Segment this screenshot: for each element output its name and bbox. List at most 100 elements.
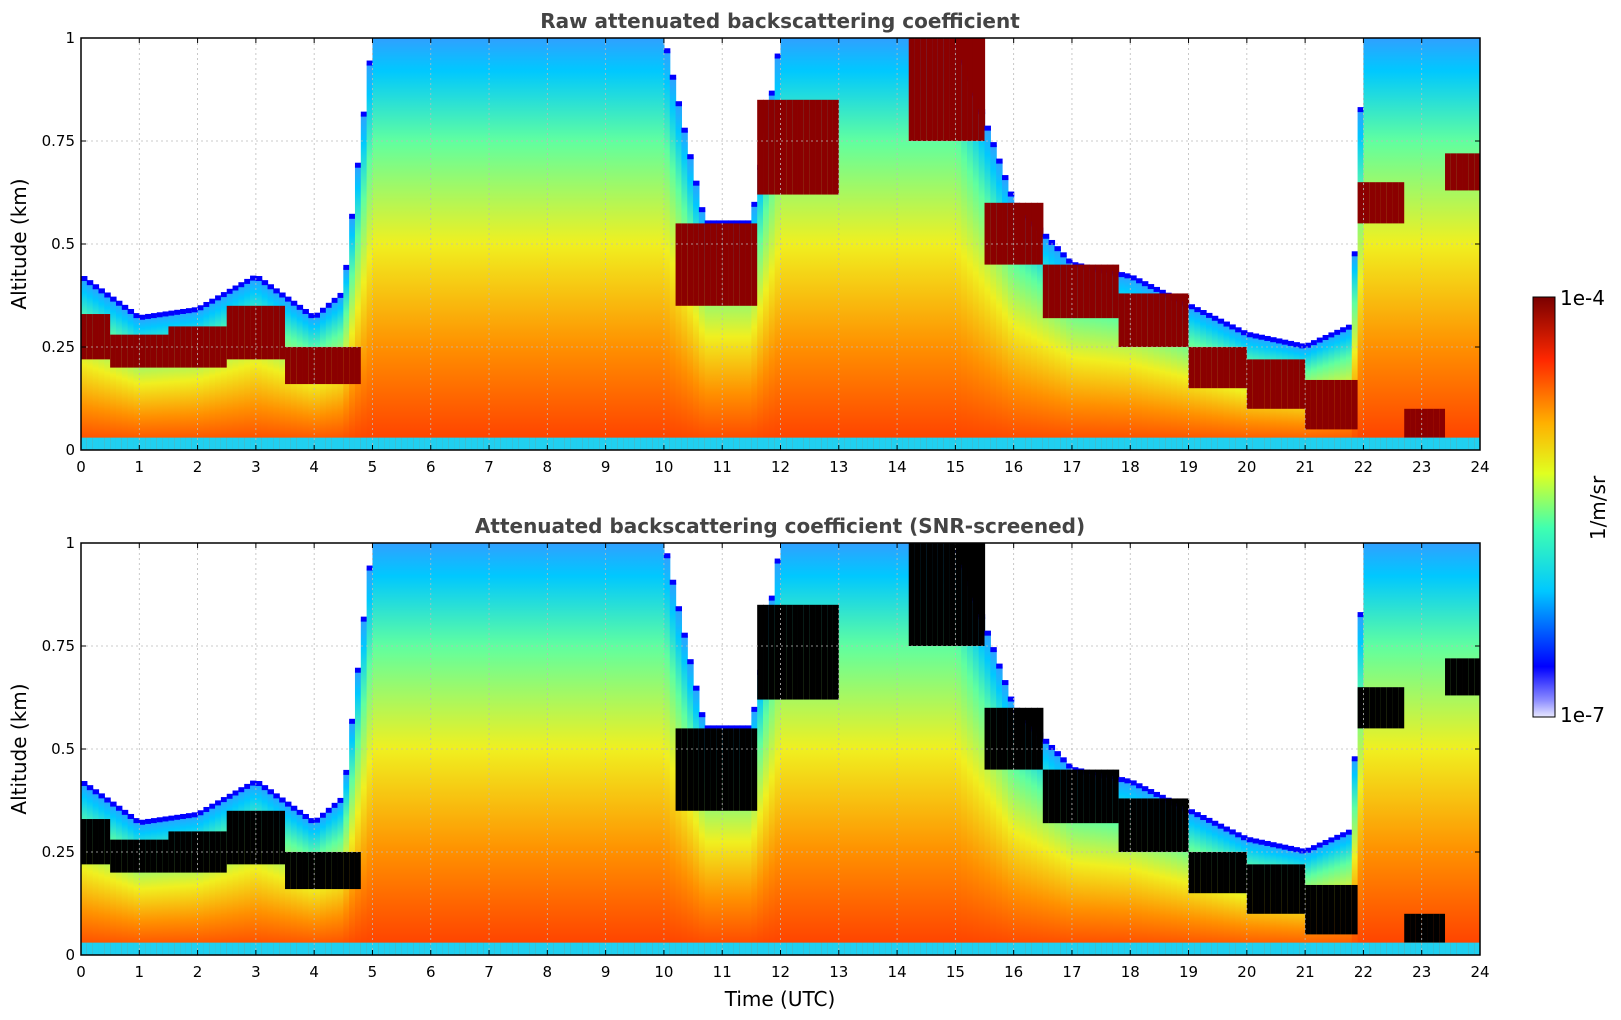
heat-column <box>541 543 548 955</box>
heat-column <box>174 312 181 450</box>
screened-mask-band <box>1427 913 1434 943</box>
surface-strip <box>267 942 274 955</box>
heat-column <box>605 38 613 450</box>
cloud-edge <box>1310 845 1318 851</box>
x-tick-label: 16 <box>1004 458 1023 476</box>
surface-strip <box>1206 942 1213 955</box>
heat-column <box>372 543 379 955</box>
heat-column <box>710 728 717 955</box>
surface-strip <box>1101 437 1108 450</box>
surface-strip <box>86 942 94 955</box>
cloud-edge <box>996 663 1003 669</box>
surface-strip <box>564 942 572 955</box>
heat-column <box>1386 38 1394 450</box>
cloud-edge <box>250 275 257 281</box>
cloud-edge <box>710 220 717 226</box>
heat-column <box>663 51 671 450</box>
high-backscatter-band <box>1322 379 1330 430</box>
surface-strip <box>133 942 140 955</box>
high-backscatter-band <box>943 38 951 141</box>
heat-column <box>1019 717 1026 955</box>
cloud-edge <box>168 310 175 316</box>
cloud-edge <box>1223 321 1230 327</box>
heat-column <box>978 112 986 450</box>
surface-strip <box>687 942 694 955</box>
cloud-edge <box>1002 680 1009 686</box>
high-backscatter-band <box>1310 379 1318 430</box>
heat-column <box>430 38 438 450</box>
screened-mask-band <box>704 728 712 811</box>
x-tick-label: 6 <box>426 458 436 476</box>
surface-strip <box>891 437 898 450</box>
cloud-edge <box>1188 809 1195 815</box>
cloud-edge <box>693 180 700 186</box>
cloud-edge <box>92 284 100 290</box>
high-backscatter-band <box>757 99 764 195</box>
cloud-edge <box>1130 275 1137 281</box>
surface-strip <box>1299 942 1306 955</box>
heat-column <box>1083 772 1091 955</box>
screened-mask-band <box>809 604 817 700</box>
surface-strip <box>1060 942 1067 955</box>
surface-strip <box>1036 437 1044 450</box>
surface-strip <box>611 942 618 955</box>
screened-mask-band <box>1200 852 1207 894</box>
surface-strip <box>1474 437 1480 450</box>
surface-strip <box>1351 437 1359 450</box>
high-backscatter-band <box>220 326 228 368</box>
surface-strip <box>1445 437 1452 450</box>
heat-column <box>1054 754 1061 955</box>
surface-strip <box>139 942 146 955</box>
heat-column <box>1083 267 1091 450</box>
heat-column <box>1229 327 1236 450</box>
screened-mask-band <box>821 604 828 700</box>
x-ticks-raw: 0 1 2 3 4 5 6 7 8 9 10 11 12 13 14 15 16 17 18 19 20 21 22 23 24 <box>76 38 1490 476</box>
heat-column <box>1077 266 1085 450</box>
surface-strip <box>1165 437 1172 450</box>
surface-strip <box>926 437 933 450</box>
heat-column <box>191 310 199 450</box>
surface-strip <box>1421 942 1429 955</box>
high-backscatter-band <box>908 38 916 141</box>
surface-strip <box>145 942 152 955</box>
surface-strip <box>279 942 286 955</box>
screened-mask-band <box>768 604 776 700</box>
high-backscatter-band <box>914 38 921 141</box>
cloud-edge <box>349 718 356 724</box>
surface-strip <box>722 942 729 955</box>
cloud-edge <box>1270 337 1277 343</box>
screened-mask-band <box>156 839 164 873</box>
surface-strip <box>558 942 566 955</box>
screened-mask-band <box>1386 687 1394 729</box>
cloud-edge <box>1141 281 1149 287</box>
x-ticks-screened: 0 1 2 3 4 5 6 7 8 9 10 11 12 13 14 15 16 17 18 19 20 21 22 23 24 <box>76 543 1490 981</box>
screened-mask-band <box>1229 852 1236 894</box>
heat-column <box>926 38 933 450</box>
surface-strip <box>471 437 478 450</box>
heat-column <box>856 543 863 955</box>
screened-mask-band <box>774 604 782 700</box>
surface-strip <box>873 437 881 450</box>
heat-column <box>401 38 409 450</box>
screened-mask-band <box>1217 852 1225 894</box>
high-backscatter-band <box>133 334 140 368</box>
cloud-edge <box>203 806 210 812</box>
surface-strip <box>1264 437 1271 450</box>
cloud-edge <box>698 712 706 718</box>
x-tick-label: 16 <box>1004 963 1023 981</box>
cloud-edge <box>366 565 374 571</box>
surface-strip <box>1130 437 1137 450</box>
x-tick-label: 20 <box>1237 458 1256 476</box>
surface-strip <box>354 942 362 955</box>
screened-mask-band <box>1310 884 1318 935</box>
high-backscatter-band <box>1421 408 1429 438</box>
screened-mask-band <box>354 852 362 890</box>
y-tick-label: 0.25 <box>42 338 75 356</box>
surface-strip <box>698 437 706 450</box>
screened-mask-band <box>1171 798 1178 852</box>
surface-strip <box>838 942 846 955</box>
high-backscatter-band <box>1112 264 1120 319</box>
cloud-edge <box>751 201 758 207</box>
surface-strip <box>902 437 910 450</box>
x-tick-label: 18 <box>1121 458 1140 476</box>
